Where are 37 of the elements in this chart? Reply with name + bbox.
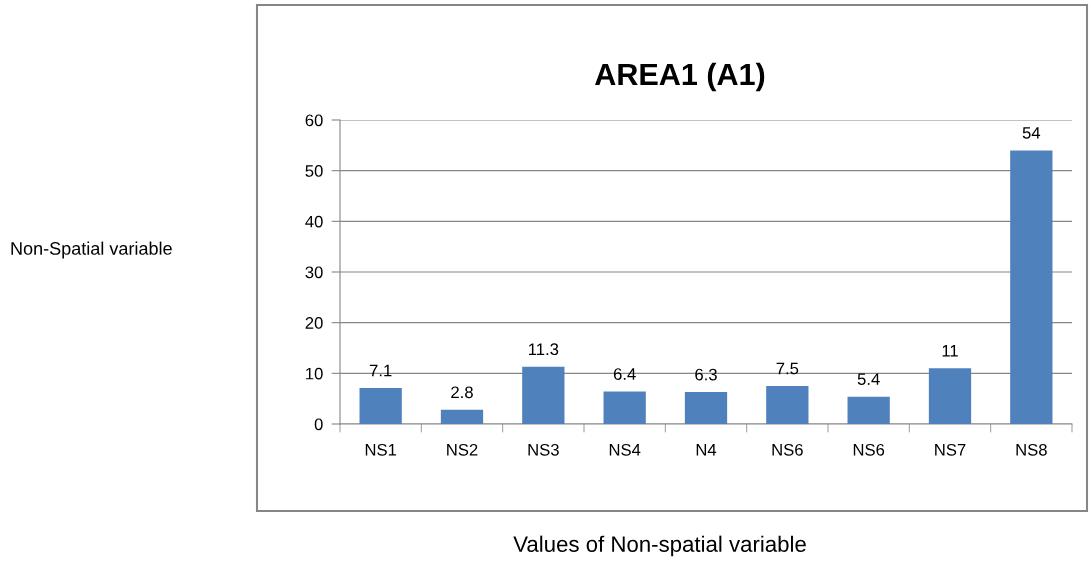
bar bbox=[928, 368, 972, 424]
bar bbox=[440, 409, 484, 424]
bar bbox=[522, 366, 565, 424]
bar bbox=[1010, 150, 1053, 424]
x-tick-label: NS2 bbox=[447, 443, 478, 456]
bar bbox=[603, 391, 646, 424]
x-tick-label: NS6 bbox=[772, 443, 803, 456]
bar bbox=[847, 396, 890, 424]
y-tick-label: 20 bbox=[305, 317, 323, 329]
data-label: 7.1 bbox=[369, 364, 392, 377]
text: Non-Spatial variable bbox=[11, 241, 172, 259]
x-tick-label: N4 bbox=[696, 444, 717, 456]
data-label: 6.4 bbox=[613, 368, 636, 380]
y-tick-label: 0 bbox=[314, 418, 323, 431]
data-label: 11.3 bbox=[529, 343, 559, 356]
data-label: 2.8 bbox=[451, 386, 473, 399]
x-tick-label: NS4 bbox=[609, 443, 641, 456]
y-tick-label: 10 bbox=[306, 367, 323, 380]
x-tick-label: NS7 bbox=[935, 443, 966, 456]
data-label: 7.5 bbox=[776, 362, 799, 375]
x-tick-label: NS6 bbox=[853, 443, 885, 456]
x-tick-label: NS3 bbox=[528, 443, 559, 456]
y-tick-label: 30 bbox=[305, 266, 323, 279]
chart-title: AREA1 (A1) bbox=[595, 62, 765, 92]
data-label: 54 bbox=[1022, 127, 1041, 139]
x-axis-title: Values of Non-spatial variable bbox=[513, 535, 806, 557]
data-label: 6.3 bbox=[695, 368, 717, 381]
data-label: 11 bbox=[942, 345, 958, 357]
bar bbox=[359, 388, 402, 424]
x-tick-label: NS1 bbox=[365, 443, 397, 456]
y-tick-label: 60 bbox=[305, 114, 323, 127]
y-tick-label: 50 bbox=[305, 165, 323, 177]
bar bbox=[684, 392, 728, 424]
data-label: 5.4 bbox=[857, 373, 880, 386]
y-tick-label: 40 bbox=[305, 215, 323, 228]
bar bbox=[766, 386, 809, 424]
x-tick-label: NS8 bbox=[1016, 443, 1047, 456]
